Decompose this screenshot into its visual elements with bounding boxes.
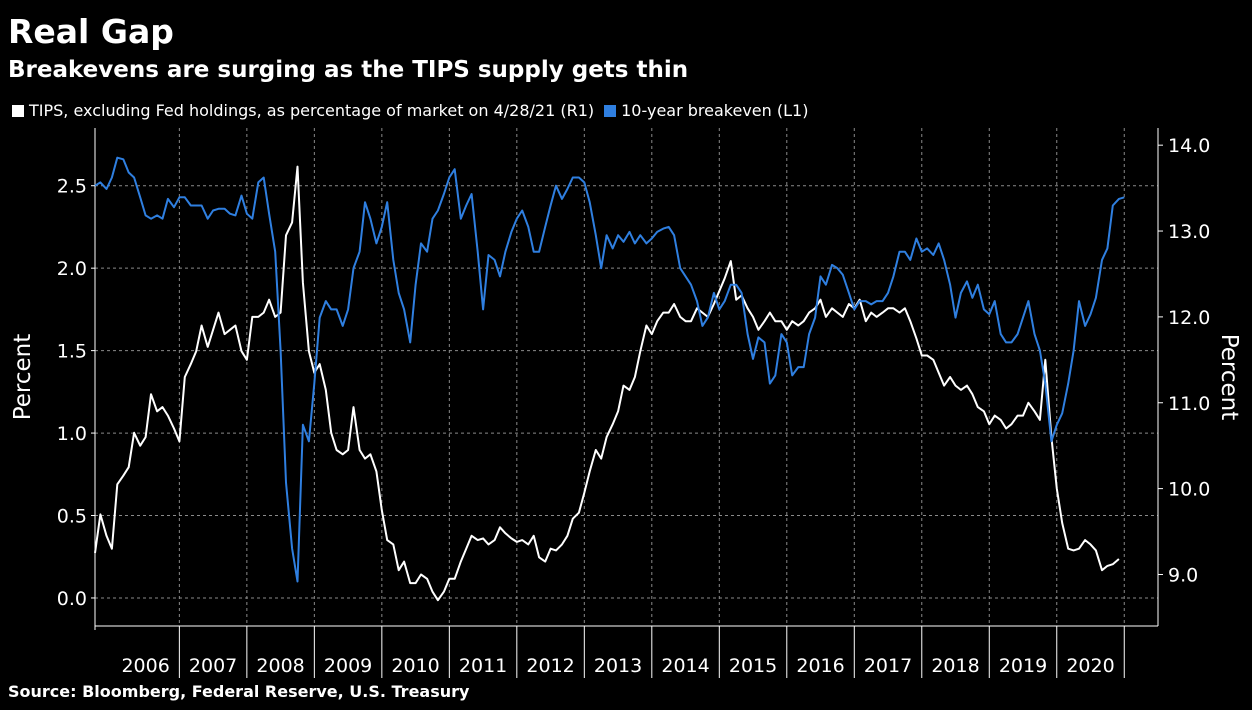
series-line-tips [94, 165, 1120, 602]
x-tick-label: 2014 [661, 655, 709, 677]
x-tick-label: 2011 [459, 655, 507, 677]
x-tick-label: 2008 [256, 655, 304, 677]
x-tick-label: 2012 [526, 655, 574, 677]
y-left-tick-label: 1.0 [57, 423, 87, 445]
y-right-tick-label: 14.0 [1168, 135, 1210, 157]
y-right-tick-label: 12.0 [1168, 307, 1210, 329]
legend: TIPS, excluding Fed holdings, as percent… [12, 101, 818, 121]
legend-swatch-tips [12, 105, 24, 117]
x-tick-label: 2009 [324, 655, 372, 677]
series-layer [94, 156, 1125, 602]
x-tick-label: 2016 [796, 655, 844, 677]
x-tick-label: 2015 [729, 655, 777, 677]
y-right-tick-label: 13.0 [1168, 221, 1210, 243]
y-right-axis-label: Percent [1216, 334, 1242, 421]
y-left-tick-label: 0.0 [57, 588, 87, 610]
x-tick-label: 2007 [189, 655, 237, 677]
x-tick-label: 2017 [864, 655, 912, 677]
y-left-tick-label: 2.5 [57, 176, 87, 198]
y-right-tick-label: 11.0 [1168, 393, 1210, 415]
y-left-tick-label: 0.5 [57, 506, 87, 528]
legend-label-breakeven: 10-year breakeven (L1) [621, 101, 809, 120]
chart-plot: 0.0 0.5 1.0 1.5 2.0 2.5 9.0 10.0 11.0 12.0 13.0 14.… [10, 128, 1242, 678]
y-right-tick-label: 10.0 [1168, 479, 1210, 501]
y-right-tick-label: 9.0 [1168, 564, 1198, 586]
x-tick-label: 2020 [1066, 655, 1114, 677]
x-tick-label: 2013 [594, 655, 642, 677]
chart-title: Real Gap [8, 12, 174, 51]
y-left-axis-label: Percent [10, 334, 36, 421]
gridlines [95, 128, 1158, 626]
y-left-tick-label: 2.0 [57, 258, 87, 280]
chart-subtitle: Breakevens are surging as the TIPS suppl… [8, 57, 689, 83]
x-tick-label: 2019 [999, 655, 1047, 677]
y-left-tick-label: 1.5 [57, 341, 87, 363]
series-line-breakeven [94, 156, 1125, 583]
legend-swatch-breakeven [604, 105, 617, 117]
x-tick-label: 2006 [121, 655, 169, 677]
x-tick-label: 2018 [931, 655, 979, 677]
x-tick-label: 2010 [391, 655, 439, 677]
axes: 0.0 0.5 1.0 1.5 2.0 2.5 9.0 10.0 11.0 12.0 13.0 14.… [10, 128, 1242, 678]
source-note: Source: Bloomberg, Federal Reserve, U.S.… [8, 682, 470, 701]
legend-label-tips: TIPS, excluding Fed holdings, as percent… [29, 101, 595, 120]
